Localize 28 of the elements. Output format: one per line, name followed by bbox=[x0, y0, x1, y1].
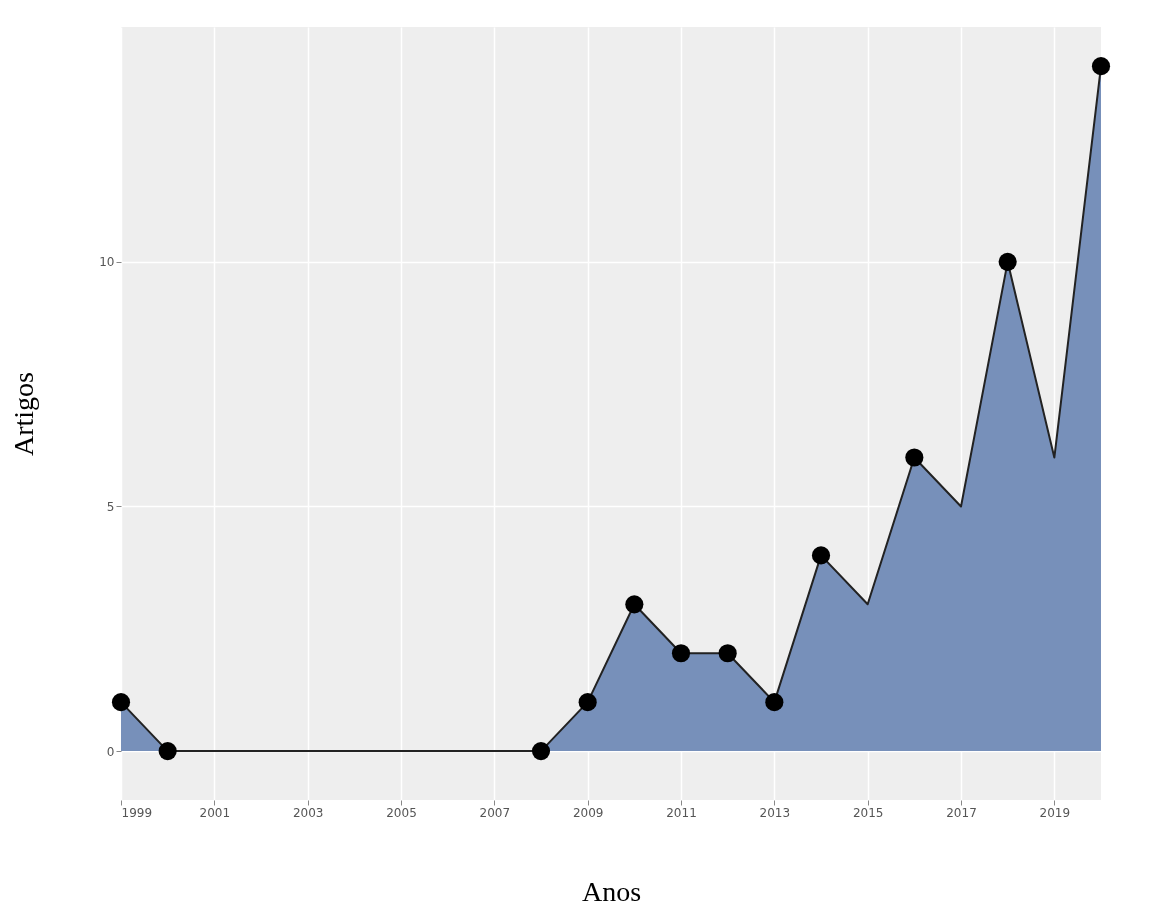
x-axis-title: Anos bbox=[581, 875, 642, 907]
x-tick-label: 2017 bbox=[946, 805, 977, 820]
point bbox=[718, 644, 737, 663]
y-axis-title: Artigos bbox=[8, 372, 40, 456]
x-tick-label: 1999 bbox=[121, 805, 153, 820]
point bbox=[111, 693, 131, 712]
y-tick-label: 0 bbox=[106, 744, 115, 759]
y-tick-label: 10 bbox=[99, 255, 115, 270]
point bbox=[531, 742, 551, 761]
point bbox=[998, 252, 1017, 271]
point bbox=[625, 595, 644, 614]
point bbox=[765, 693, 784, 712]
x-tick-label: 2007 bbox=[479, 805, 511, 820]
x-tick-label: 2015 bbox=[852, 805, 884, 820]
x-tick-label: 2019 bbox=[1039, 805, 1071, 820]
x-tick-label: 2001 bbox=[199, 805, 231, 820]
x-tick-label: 2011 bbox=[666, 805, 697, 820]
point bbox=[671, 644, 691, 663]
point bbox=[158, 742, 177, 761]
point bbox=[905, 448, 924, 467]
y-tick-label: 5 bbox=[106, 499, 115, 514]
x-tick-label: 2005 bbox=[386, 805, 417, 820]
x-tick-label: 2003 bbox=[292, 805, 324, 820]
point bbox=[1091, 57, 1111, 76]
x-tick-label: 2013 bbox=[759, 805, 791, 820]
x-tick-label: 2009 bbox=[572, 805, 604, 820]
point bbox=[578, 693, 597, 712]
point bbox=[811, 546, 831, 565]
